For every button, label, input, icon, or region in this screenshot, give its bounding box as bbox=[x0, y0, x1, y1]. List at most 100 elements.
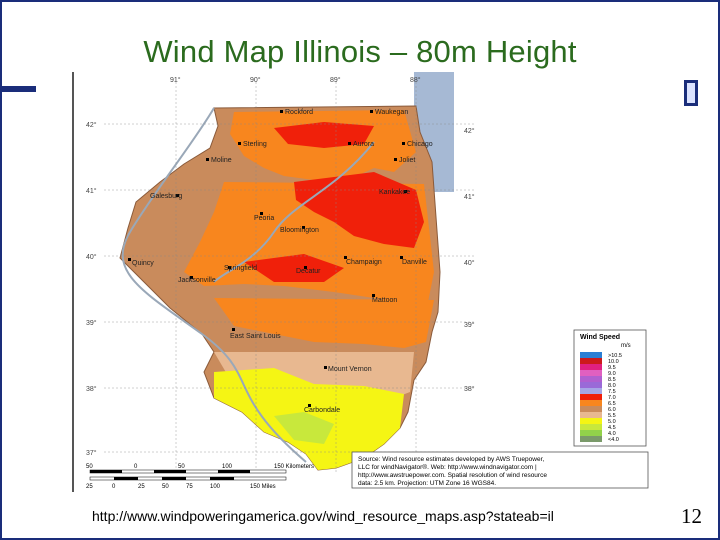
city-label: Aurora bbox=[353, 141, 374, 148]
legend-label: 8.0 bbox=[608, 383, 616, 389]
zone-red-north bbox=[274, 122, 374, 148]
lon-label: 91° bbox=[170, 76, 181, 84]
page-number: 12 bbox=[681, 504, 702, 528]
city-label: Moline bbox=[211, 157, 232, 164]
legend-label: 5.5 bbox=[608, 413, 616, 419]
city-marker: Rockford bbox=[280, 109, 313, 116]
city-marker: Moline bbox=[206, 157, 232, 164]
scale-mi-label: 25 bbox=[86, 484, 93, 490]
mississippi-river bbox=[121, 107, 307, 463]
scale-mi-label: 0 bbox=[112, 484, 116, 490]
legend-swatch bbox=[580, 418, 602, 424]
lat-label: 37° bbox=[86, 449, 97, 457]
lon-label: 89° bbox=[330, 76, 341, 84]
legend-label: 6.5 bbox=[608, 401, 616, 407]
lon-label: 88° bbox=[410, 76, 421, 84]
city-label: Kankakee bbox=[379, 189, 410, 196]
legend-label: 7.5 bbox=[608, 389, 616, 395]
city-label: East Saint Louis bbox=[230, 333, 281, 340]
city-marker: Springfield bbox=[224, 265, 257, 272]
lat-label: 41° bbox=[86, 187, 97, 195]
scale-mi-label: 150 Miles bbox=[250, 484, 276, 490]
legend-label: 4.5 bbox=[608, 425, 616, 431]
city-marker: Galesburg bbox=[150, 193, 182, 200]
city-marker: Bloomington bbox=[280, 226, 319, 234]
scale-mi-label: 25 bbox=[138, 484, 145, 490]
city-marker: Champaign bbox=[344, 256, 382, 266]
city-marker: Joliet bbox=[394, 157, 415, 164]
scale-km-label: 100 bbox=[222, 464, 233, 470]
legend-swatch bbox=[580, 406, 602, 412]
scale-km-label: 50 bbox=[178, 464, 185, 470]
city-marker: Carbondale bbox=[304, 404, 340, 414]
city-marker: Peoria bbox=[254, 212, 274, 222]
illinois-river bbox=[213, 141, 375, 283]
legend-swatch bbox=[580, 394, 602, 400]
legend-label: <4.0 bbox=[608, 437, 619, 443]
zone-green-south bbox=[274, 412, 334, 444]
city-marker: Decatur bbox=[296, 266, 321, 275]
zone-red-core bbox=[294, 172, 424, 248]
scale-km-label: 0 bbox=[134, 464, 138, 470]
decorative-right-bar bbox=[684, 80, 698, 106]
city-marker: East Saint Louis bbox=[230, 328, 281, 340]
city-label: Rockford bbox=[285, 109, 313, 116]
city-marker: Chicago bbox=[402, 141, 433, 148]
city-marker: Mount Vernon bbox=[324, 366, 372, 373]
lat-label: 42° bbox=[86, 121, 97, 129]
scale-bar: 50 0 50 100 150 Kilometers 25 0 25 50 75… bbox=[86, 464, 314, 490]
scale-km-label: 150 Kilometers bbox=[274, 464, 314, 470]
legend-swatch bbox=[580, 412, 602, 418]
city-marker: Danville bbox=[400, 256, 427, 266]
legend-label: >10.5 bbox=[608, 353, 622, 359]
city-label: Galesburg bbox=[150, 193, 182, 200]
legend-label: 10.0 bbox=[608, 359, 619, 365]
zone-orange-south bbox=[214, 298, 434, 348]
legend-swatch bbox=[580, 358, 602, 364]
lat-label-right: 41° bbox=[464, 193, 475, 201]
lat-label: 38° bbox=[86, 385, 97, 393]
graticule bbox=[104, 82, 474, 472]
city-label: Champaign bbox=[346, 259, 382, 266]
city-marker: Waukegan bbox=[370, 109, 408, 116]
zone-red-west bbox=[244, 254, 344, 282]
wind-map: 91° 90° 89° 88° 42° 41° 40° 39° 38° 37° … bbox=[72, 72, 654, 492]
city-marker: Jacksonville bbox=[178, 276, 216, 284]
city-label: Sterling bbox=[243, 141, 267, 148]
legend-swatch bbox=[580, 388, 602, 394]
wind-speed-legend: Wind Speed m/s >10.510.09.59.08.58.07.57… bbox=[573, 329, 647, 447]
city-label: Carbondale bbox=[304, 407, 340, 414]
source-line: Source: Wind resource estimates develope… bbox=[358, 456, 544, 463]
legend-swatch bbox=[580, 424, 602, 430]
city-marker: Kankakee bbox=[379, 189, 410, 196]
city-label: Joliet bbox=[399, 157, 415, 164]
city-label: Bloomington bbox=[280, 227, 319, 234]
legend-swatch bbox=[580, 400, 602, 406]
lat-label-right: 40° bbox=[464, 259, 475, 267]
legend-unit: m/s bbox=[621, 343, 631, 349]
legend-label: 5.0 bbox=[608, 419, 616, 425]
source-url[interactable]: http://www.windpoweringamerica.gov/wind_… bbox=[92, 508, 554, 524]
legend-label: 7.0 bbox=[608, 395, 616, 401]
legend-swatch bbox=[580, 382, 602, 388]
legend-label: 9.5 bbox=[608, 365, 616, 371]
legend-title: Wind Speed bbox=[580, 334, 620, 341]
legend-swatch bbox=[580, 436, 602, 442]
city-marker: Quincy bbox=[128, 258, 154, 267]
city-label: Chicago bbox=[407, 141, 433, 148]
legend-swatch bbox=[580, 430, 602, 436]
legend-swatch bbox=[580, 364, 602, 370]
legend-label: 6.0 bbox=[608, 407, 616, 413]
city-marker: Aurora bbox=[348, 141, 374, 148]
city-label: Jacksonville bbox=[178, 277, 216, 284]
scale-mi-label: 50 bbox=[162, 484, 169, 490]
source-line: data: 2.5 km. Projection: UTM Zone 16 WG… bbox=[358, 480, 496, 487]
legend-label: 4.0 bbox=[608, 431, 616, 437]
legend-label: 8.5 bbox=[608, 377, 616, 383]
legend-swatch bbox=[580, 376, 602, 382]
source-line: http://www.awstruepower.com. Spatial res… bbox=[358, 472, 547, 479]
lat-label-right: 38° bbox=[464, 385, 475, 393]
lat-label: 39° bbox=[86, 319, 97, 327]
city-label: Decatur bbox=[296, 268, 321, 275]
